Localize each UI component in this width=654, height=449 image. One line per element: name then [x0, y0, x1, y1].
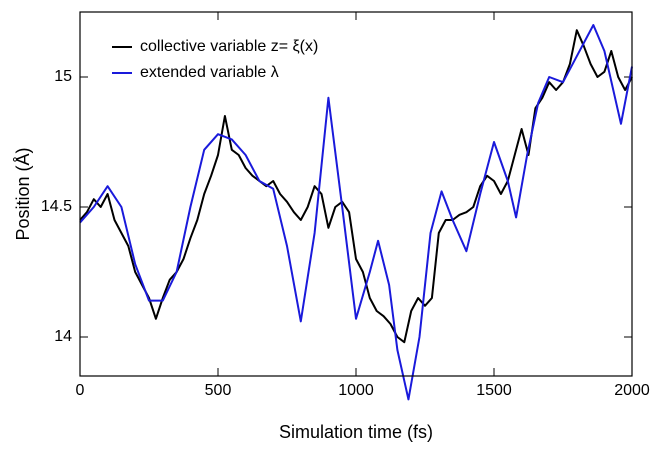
plot-frame	[79, 11, 633, 377]
x-tick-label: 2000	[614, 382, 650, 399]
legend-label: collective variable z= ξ(x)	[140, 38, 318, 55]
series-line	[79, 24, 633, 401]
legend-label: extended variable λ	[140, 64, 279, 81]
x-tick-label: 500	[205, 382, 232, 399]
y-axis-label: Position (Å)	[13, 147, 33, 240]
y-tick-label: 14.5	[41, 198, 72, 215]
series-line	[79, 29, 633, 344]
y-tick-label: 14	[54, 328, 72, 345]
x-tick-label: 0	[76, 382, 85, 399]
x-tick-label: 1500	[476, 382, 512, 399]
x-axis-label: Simulation time (fs)	[279, 422, 433, 442]
y-tick-label: 15	[54, 68, 72, 85]
x-tick-label: 1000	[338, 382, 374, 399]
